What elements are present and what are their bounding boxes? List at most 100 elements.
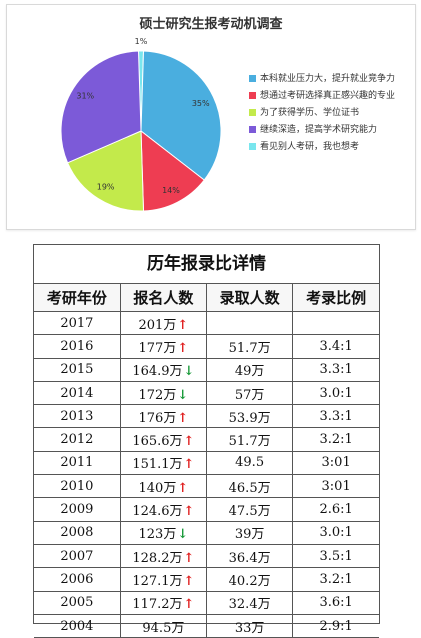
header-admitted: 录取人数 [205, 284, 294, 312]
table-header-row: 考研年份 报名人数 录取人数 考录比例 [34, 284, 379, 312]
legend-item: 为了获得学历、学位证书 [249, 107, 411, 119]
applicants-value: 176万 [138, 410, 177, 426]
cell-year: 2016 [34, 334, 121, 359]
pie-chart: 1% 35% 14% 19% 31% [60, 37, 222, 212]
pie-data-label: 14% [162, 186, 180, 195]
cell-applicants: 151.1万↑ [119, 450, 208, 476]
cell-year: 2011 [34, 450, 121, 476]
cell-year: 2006 [34, 567, 121, 592]
arrow-down-icon: ↓ [177, 387, 189, 403]
pie-slice [66, 130, 145, 212]
cell-year: 2008 [34, 520, 121, 545]
applicants-value: 124.6万 [132, 504, 183, 520]
cell-year: 2014 [34, 380, 121, 406]
table-row: 2010 140万↑ 46.5万 3:01 [34, 474, 379, 499]
table-row: 2005 117.2万↑ 32.4万 3.6:1 [34, 590, 379, 615]
cell-year: 2005 [34, 590, 121, 615]
cell-applicants: 172万↓ [119, 380, 208, 406]
applicants-value: 151.1万 [132, 457, 183, 473]
legend-label: 本科就业压力大，提升就业竞争力 [260, 74, 396, 84]
cell-admitted: 49万 [205, 357, 294, 382]
legend-item: 本科就业压力大，提升就业竞争力 [249, 73, 411, 85]
applicants-value: 164.9万 [132, 364, 183, 380]
cell-ratio: 3:01 [292, 474, 379, 499]
pie-chart-panel: 硕士研究生报考动机调查 1% 35% 14% 19% 31% 本科就业压力大，提升就业竞… [6, 4, 416, 230]
cell-applicants: 201万↑ [119, 310, 208, 336]
arrow-up-icon: ↑ [177, 410, 189, 426]
applicants-value: 123万 [138, 527, 177, 543]
header-applicants: 报名人数 [119, 284, 208, 312]
cell-ratio: 3:01 [292, 450, 379, 476]
cell-admitted: 39万 [205, 520, 294, 545]
cell-ratio: 3.3:1 [292, 357, 379, 382]
chart-legend: 本科就业压力大，提升就业竞争力 想通过考研选择真正感兴趣的专业为了获得学历、学位证… [249, 73, 411, 158]
applicants-value: 172万 [138, 387, 177, 403]
legend-label: 看见别人考研，我也想考 [260, 142, 360, 152]
arrow-up-icon: ↑ [183, 597, 195, 613]
cell-applicants: 117.2万↑ [119, 590, 208, 615]
cell-admitted: 36.4万 [205, 543, 294, 569]
legend-swatch [249, 109, 256, 116]
pie-slice [60, 50, 142, 164]
legend-label: 想通过考研选择真正感兴趣的专业 [260, 91, 396, 101]
cell-ratio: 3.0:1 [292, 520, 379, 545]
cell-applicants: 123万↓ [119, 520, 208, 545]
table-body: 2017 201万↑ 2016 177万↑ 51.7万 3.4:1 2015 164.9万↓ 4… [34, 310, 379, 638]
legend-item: 继续深造，提高学术研究能力 [249, 124, 411, 136]
cell-admitted: 32.4万 [205, 590, 294, 615]
cell-applicants: 94.5万 [119, 613, 208, 638]
cell-admitted: 46.5万 [205, 474, 294, 499]
cell-admitted: 51.7万 [205, 427, 294, 452]
cell-applicants: 164.9万↓ [119, 357, 208, 382]
cell-ratio: 3.6:1 [292, 590, 379, 615]
cell-ratio: 3.2:1 [292, 567, 379, 592]
cell-admitted: 49.5 [205, 450, 294, 476]
cell-year: 2004 [34, 613, 121, 638]
legend-swatch [249, 75, 256, 82]
pie-data-label: 35% [192, 99, 210, 108]
legend-item: 想通过考研选择真正感兴趣的专业 [249, 90, 411, 102]
applicants-value: 94.5万 [142, 620, 185, 636]
cell-admitted: 57万 [205, 380, 294, 406]
cell-ratio: 3.3:1 [292, 404, 379, 429]
cell-admitted: 33万 [205, 613, 294, 638]
cell-applicants: 128.2万↑ [119, 543, 208, 569]
header-year: 考研年份 [34, 284, 121, 312]
applicants-value: 140万 [138, 480, 177, 496]
cell-admitted: 40.2万 [205, 567, 294, 592]
admission-ratio-table-panel: 历年报录比详情 考研年份 报名人数 录取人数 考录比例 2017 201万↑ 201… [33, 244, 380, 638]
applicants-value: 165.6万 [132, 434, 183, 450]
arrow-up-icon: ↑ [183, 434, 195, 450]
header-ratio: 考录比例 [292, 284, 379, 312]
table-row: 2007 128.2万↑ 36.4万 3.5:1 [34, 543, 379, 569]
legend-swatch [249, 143, 256, 150]
legend-swatch [249, 126, 256, 133]
applicants-value: 127.1万 [132, 573, 183, 589]
table-title: 历年报录比详情 [34, 245, 379, 284]
table-row: 2009 124.6万↑ 47.5万 2.6:1 [34, 497, 379, 522]
cell-ratio: 2.9:1 [292, 613, 379, 638]
cell-year: 2009 [34, 497, 121, 522]
cell-ratio [292, 310, 379, 336]
cell-applicants: 176万↑ [119, 404, 208, 429]
table-row: 2016 177万↑ 51.7万 3.4:1 [34, 334, 379, 359]
arrow-down-icon: ↓ [177, 527, 189, 543]
arrow-up-icon: ↑ [183, 457, 195, 473]
admission-ratio-table: 考研年份 报名人数 录取人数 考录比例 2017 201万↑ 2016 177万↑ 51… [34, 284, 379, 638]
arrow-up-icon: ↑ [183, 504, 195, 520]
cell-ratio: 3.2:1 [292, 427, 379, 452]
cell-applicants: 124.6万↑ [119, 497, 208, 522]
cell-admitted [205, 310, 294, 336]
table-row: 2014 172万↓ 57万 3.0:1 [34, 380, 379, 406]
cell-ratio: 3.5:1 [292, 543, 379, 569]
pie-slice [140, 50, 222, 181]
cell-year: 2010 [34, 474, 121, 499]
table-row: 2017 201万↑ [34, 310, 379, 336]
cell-applicants: 165.6万↑ [119, 427, 208, 452]
chart-title: 硕士研究生报考动机调查 [139, 17, 283, 32]
table-row: 2015 164.9万↓ 49万 3.3:1 [34, 357, 379, 382]
cell-applicants: 140万↑ [119, 474, 208, 499]
legend-item: 看见别人考研，我也想考 [249, 141, 411, 153]
arrow-up-icon: ↑ [177, 340, 189, 356]
applicants-value: 177万 [138, 340, 177, 356]
